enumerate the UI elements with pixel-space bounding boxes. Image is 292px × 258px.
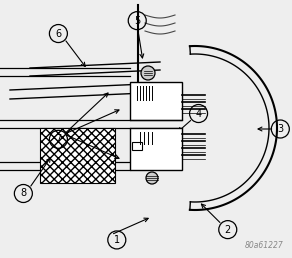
Text: 4: 4 bbox=[196, 109, 201, 118]
Text: 1: 1 bbox=[114, 235, 120, 245]
Text: 80a61227: 80a61227 bbox=[244, 241, 283, 250]
Text: 6: 6 bbox=[55, 29, 61, 38]
Circle shape bbox=[141, 66, 155, 80]
Bar bbox=[130, 82, 182, 120]
Text: 5: 5 bbox=[134, 16, 140, 26]
Text: 3: 3 bbox=[277, 124, 283, 134]
Bar bbox=[130, 128, 182, 170]
Circle shape bbox=[146, 172, 158, 184]
Bar bbox=[40, 128, 115, 183]
Bar bbox=[132, 142, 142, 150]
Text: 7: 7 bbox=[55, 134, 62, 144]
Text: 2: 2 bbox=[225, 225, 231, 235]
Text: 8: 8 bbox=[20, 189, 26, 198]
